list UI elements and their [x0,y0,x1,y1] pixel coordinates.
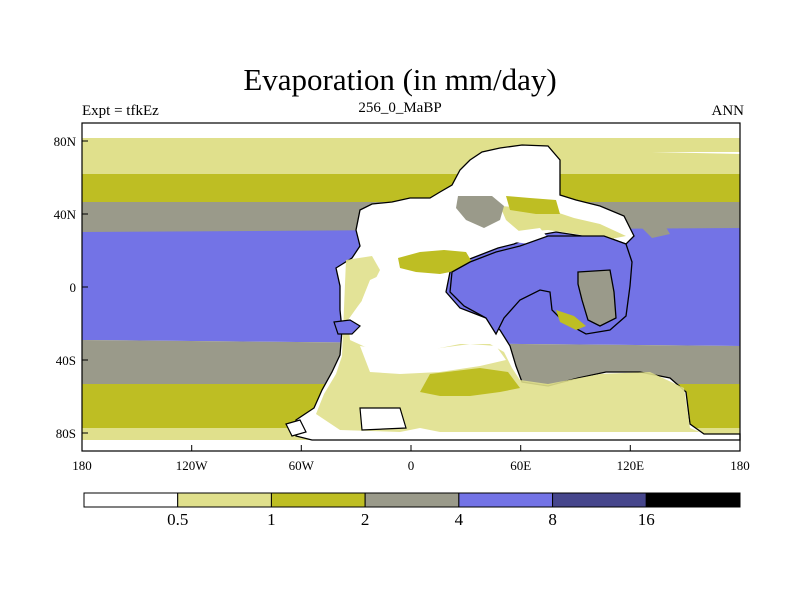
experiment-label: Expt = tfkEz [82,103,159,119]
western-inlet [333,319,361,335]
lon-tick-label: 120W [176,458,209,473]
colorbar-label: 2 [361,510,370,529]
longitude-axis: 180 120W 60W 0 60E 120E 180 [72,445,750,473]
land-patch-olive-north [398,250,472,274]
colorbar-label: 1 [267,510,276,529]
land-interior-south [360,344,506,374]
colorbar-swatch [364,492,460,508]
colorbar-label: 8 [548,510,557,529]
lon-tick-label: 120E [617,458,645,473]
land-shading-south [316,256,700,432]
lat-tick-label: 0 [70,280,77,295]
land-interior-central [358,266,440,336]
colorbar-label: 16 [638,510,655,529]
lat-tick-label: 80S [56,426,76,441]
colorbar-label: 4 [455,510,464,529]
lon-tick-label: 180 [72,458,92,473]
colorbar-swatch [552,492,647,508]
colorbar-swatch [177,492,272,508]
colorbar-swatch [83,492,179,508]
colorbar-swatch [458,492,554,508]
lat-tick-label: 40N [54,207,77,222]
map-panel [81,122,741,452]
tethys-coast-olive [556,310,586,330]
lat-tick-label: 40S [56,353,76,368]
colorbar-swatch [270,492,366,508]
lon-tick-label: 60E [510,458,531,473]
lat-tick-label: 80N [54,134,77,149]
land-shading-north [500,206,626,240]
land-patch-grey-ne [456,196,504,228]
land-patch-olive-ne [506,196,560,214]
colorbar-swatch [645,492,741,508]
map-title: Evaporation (in mm/day) [243,62,557,97]
tethys-island [577,269,617,327]
colorbar-label: 0.5 [167,510,188,529]
colorbar: 0.5 1 2 4 8 16 [83,492,741,529]
land-patch-olive [420,368,520,396]
latitude-axis: 80N 40N 0 40S 80S [54,134,88,441]
ne-grey-patch [640,224,670,238]
band-north-light [82,138,740,152]
lon-tick-label: 60W [289,458,315,473]
band-north-olive [82,174,740,202]
time-period-label: 256_0_MaBP [358,100,442,116]
southern-lake [359,407,407,431]
southern-islet [285,419,307,437]
season-label: ANN [711,103,745,119]
lon-tick-label: 0 [408,458,415,473]
lon-tick-label: 180 [730,458,750,473]
